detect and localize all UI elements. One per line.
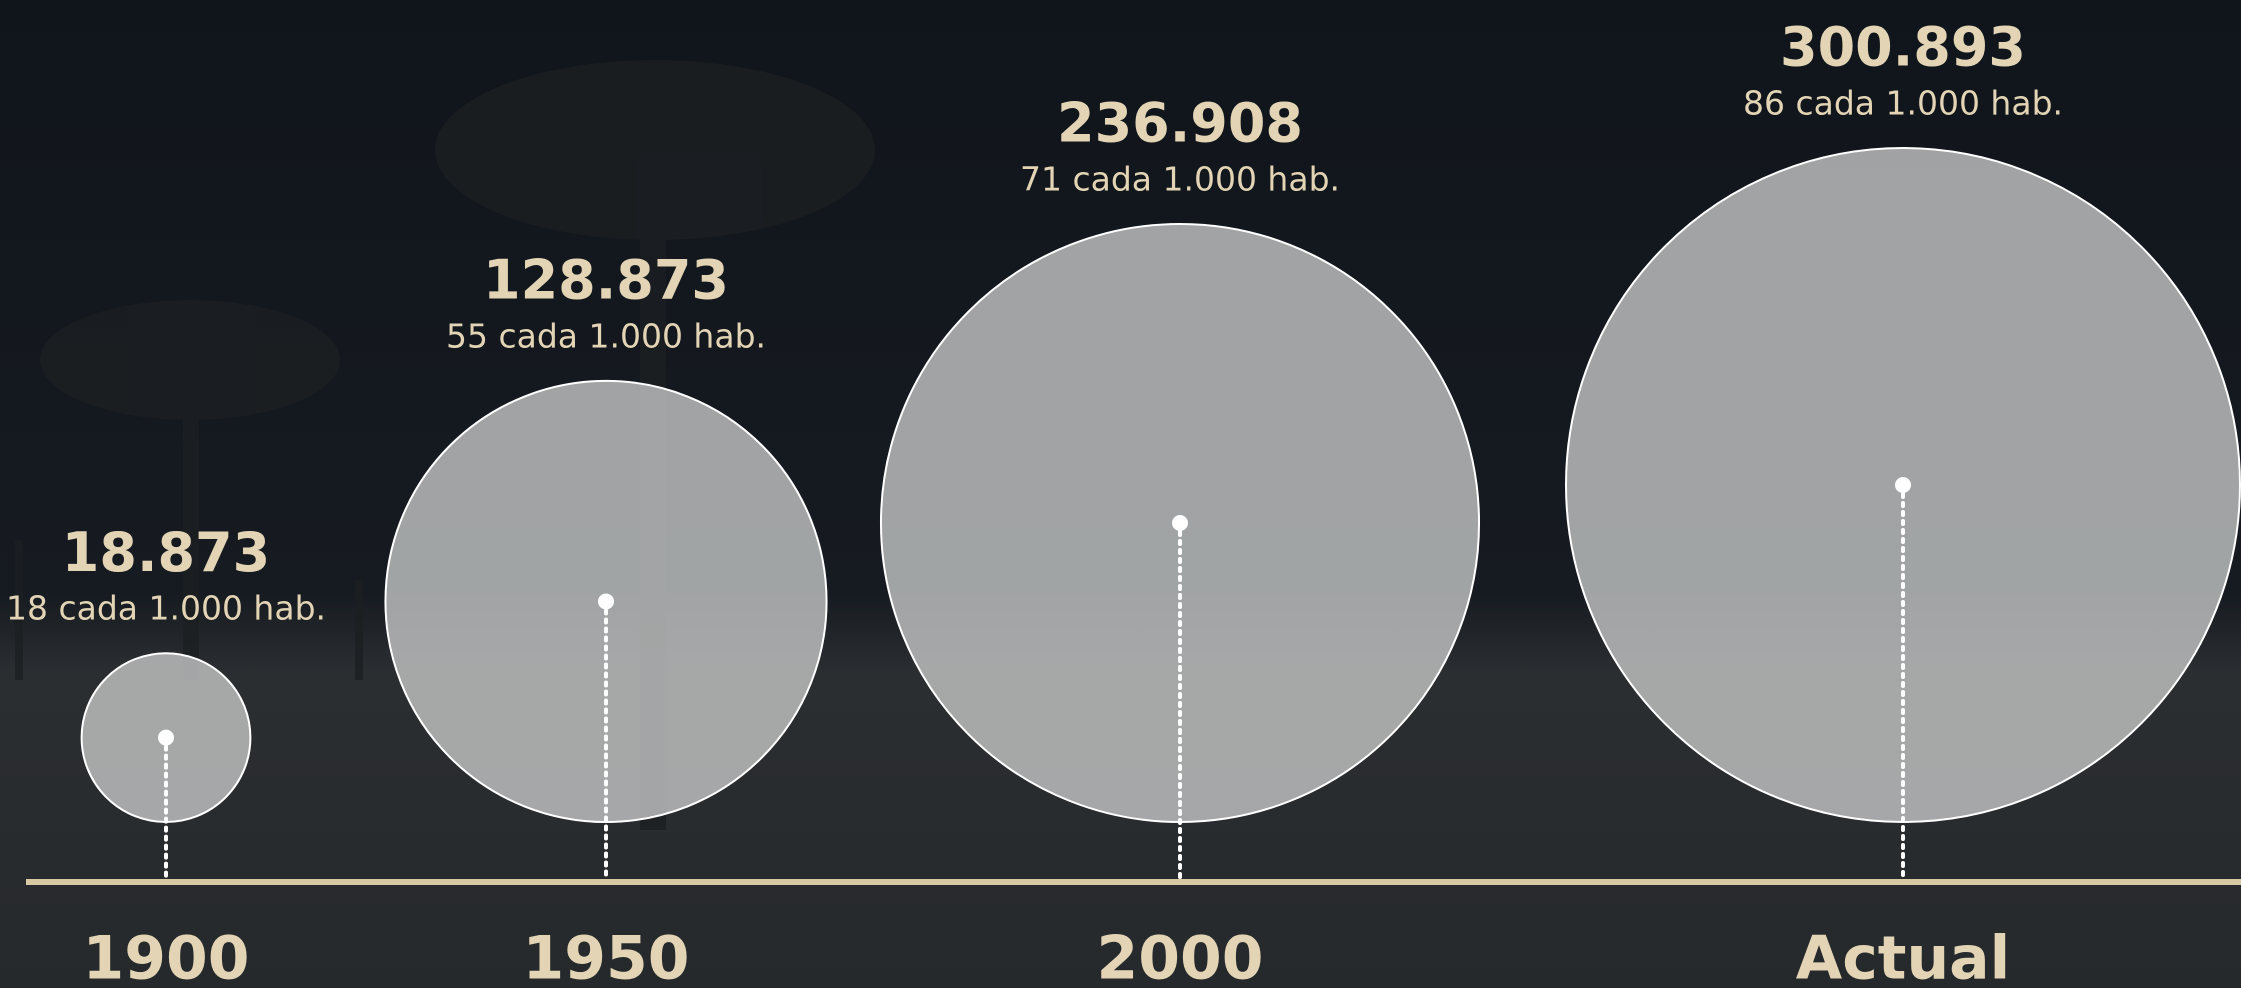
category-label: 1900 <box>83 924 250 988</box>
category-label: 1950 <box>523 924 690 988</box>
center-dot <box>158 729 174 746</box>
rate-label: 18 cada 1.000 hab. <box>6 589 326 628</box>
value-label: 236.908 <box>1057 92 1303 155</box>
rate-label: 86 cada 1.000 hab. <box>1743 84 2063 123</box>
center-dot <box>1895 477 1911 493</box>
category-label: 2000 <box>1097 924 1264 988</box>
center-dot <box>1172 514 1188 531</box>
category-label: Actual <box>1796 924 2010 988</box>
center-dot <box>598 593 614 610</box>
value-label: 128.873 <box>483 249 729 312</box>
value-label: 18.873 <box>62 521 270 584</box>
rate-label: 55 cada 1.000 hab. <box>446 316 766 355</box>
palm-silhouettes <box>15 60 875 830</box>
rate-label: 71 cada 1.000 hab. <box>1020 159 1340 198</box>
value-label: 300.893 <box>1780 16 2026 79</box>
